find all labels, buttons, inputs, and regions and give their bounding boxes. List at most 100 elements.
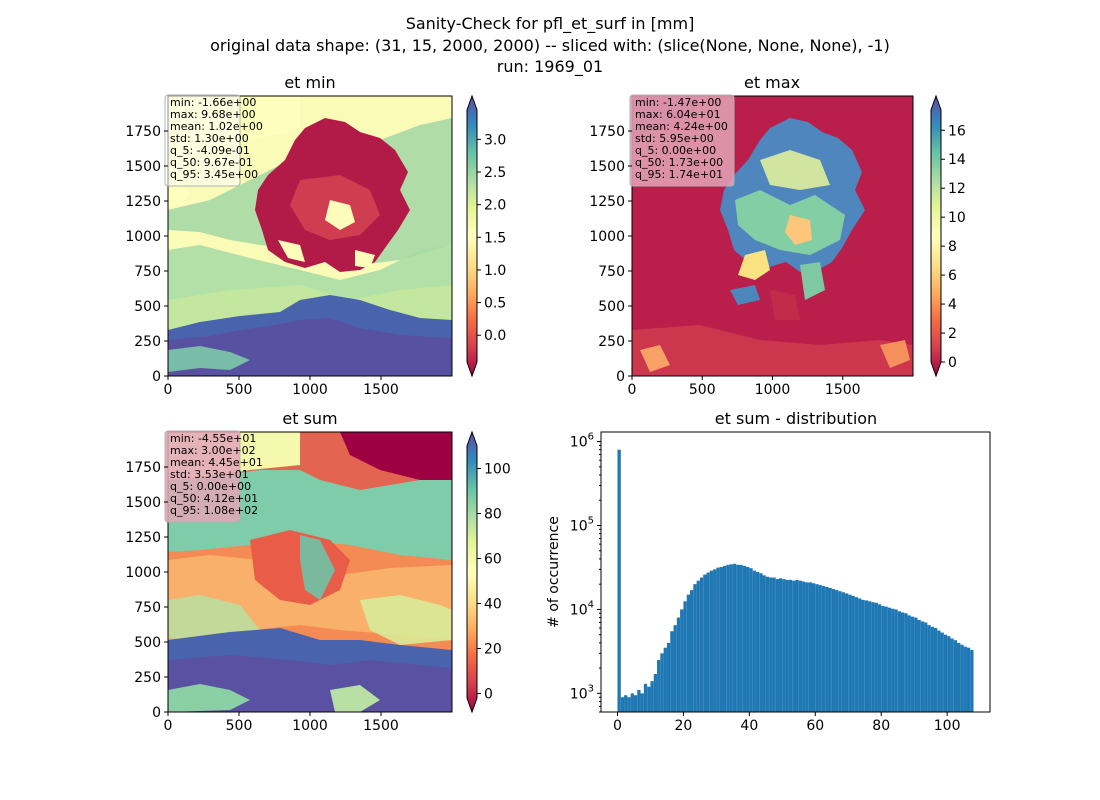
histogram-bar	[657, 659, 661, 712]
histogram-bar	[782, 579, 786, 712]
y-axis-label: # of occurrence	[546, 516, 562, 628]
histogram-bar	[627, 697, 631, 712]
panel-et-min: et min min: -1.66e+00 max: 9.68e+00	[125, 73, 506, 398]
colorbar-tick-label: 16	[948, 123, 966, 139]
y-tick-label: 1250	[589, 194, 625, 210]
y-ticks: 0 250 500 750 1000 1250 1500 1750	[125, 124, 168, 385]
histogram-bar	[670, 631, 674, 712]
histogram-bar	[920, 621, 925, 712]
x-tick-label: 40	[740, 718, 758, 734]
histogram-bar	[854, 597, 859, 712]
histogram-bar	[970, 649, 974, 712]
colorbar: 0.0 0.5 1.0 1.5 2.0 2.5 3.0	[466, 94, 506, 378]
histogram-bar	[624, 695, 628, 712]
panel-title: et sum - distribution	[715, 409, 877, 428]
histogram-bar	[769, 577, 773, 712]
stat-max: max: 6.04e+01	[635, 108, 721, 121]
stats-box: min: -1.66e+00 max: 9.68e+00 mean: 1.02e…	[164, 94, 263, 187]
colorbar: 0 2 4 6 8 10 12 14 16	[930, 94, 966, 378]
histogram-bar	[633, 695, 638, 712]
stat-mean: mean: 4.24e+00	[635, 120, 728, 133]
colorbar-body	[466, 94, 478, 378]
histogram-bar	[739, 564, 743, 712]
colorbar-tick-label: 1.0	[484, 263, 506, 279]
stats-box-background	[629, 94, 735, 187]
histogram-bar	[871, 602, 875, 712]
histogram-bar	[917, 619, 921, 712]
histogram-bar	[924, 622, 928, 712]
y-tick-label: 1750	[589, 124, 625, 140]
stat-min: min: -1.47e+00	[635, 96, 721, 109]
colorbar-tick-label: 0.5	[484, 296, 506, 312]
histogram-bar	[690, 590, 694, 712]
histogram-bar	[887, 607, 892, 712]
histogram-bar	[650, 681, 654, 712]
y-tick-label: 1500	[125, 159, 161, 175]
x-tick-label: 500	[226, 382, 253, 398]
histogram-bar	[772, 577, 776, 712]
histogram-bar	[858, 598, 862, 712]
histogram-bar	[940, 632, 944, 712]
colorbar-tick-label: 2.0	[484, 198, 506, 214]
x-tick-label: 1000	[292, 382, 328, 398]
x-tick-label: 0	[613, 718, 622, 734]
histogram-bar	[953, 640, 958, 712]
histogram-bar	[802, 581, 806, 712]
colorbar-tick-label: 14	[948, 152, 966, 168]
histogram-bar	[930, 626, 934, 712]
y-tick-label: 750	[134, 600, 161, 616]
histogram-bar	[844, 593, 849, 712]
y-tick-label: 500	[598, 299, 625, 315]
stat-q95: q_95: 1.08e+02	[170, 504, 258, 517]
histogram-bar	[831, 589, 836, 712]
histogram-bar	[881, 605, 885, 712]
histogram-bar	[792, 580, 796, 712]
colorbar-tick-label: 0	[948, 355, 957, 371]
histogram-bar	[752, 570, 756, 712]
y-tick-label: 250	[598, 334, 625, 350]
histogram-bar	[736, 564, 740, 712]
y-tick-label: 104	[570, 599, 594, 618]
x-tick-label: 100	[934, 718, 961, 734]
y-tick-label: 1500	[125, 495, 161, 511]
colorbar-tick-label: 20	[484, 642, 502, 658]
histogram-bar	[719, 567, 723, 712]
colorbar-tick-label: 4	[948, 297, 957, 313]
histogram-bar	[762, 575, 766, 712]
y-tick-label: 750	[598, 264, 625, 280]
histogram-bar	[617, 449, 621, 712]
x-tick-label: 0	[164, 382, 173, 398]
heatmap-image	[168, 96, 452, 376]
histogram-bar	[755, 571, 760, 712]
x-tick-label: 500	[226, 718, 253, 734]
histogram-bar	[732, 563, 737, 712]
stats-box-background	[164, 430, 241, 523]
histogram-bar	[703, 574, 707, 712]
y-tick-label: 103	[570, 683, 594, 702]
histogram-bar	[960, 644, 964, 712]
stats-box: min: -1.47e+00 max: 6.04e+01 mean: 4.24e…	[629, 94, 735, 187]
y-tick-label: 0	[152, 369, 161, 385]
panel-et-sum: et sum min: -4.55e+01 max: 3.00e+02 mean…	[125, 409, 510, 734]
colorbar-tick-label: 0	[484, 687, 493, 703]
histogram-bar	[950, 638, 954, 712]
figure-title-line-1: Sanity-Check for pfl_et_surf in [mm]	[406, 14, 695, 34]
histogram-bar	[775, 579, 780, 712]
colorbar-tick-label: 6	[948, 268, 957, 284]
x-tick-label: 1000	[755, 382, 791, 398]
stat-min: min: -1.66e+00	[170, 96, 256, 109]
histogram-bar	[729, 564, 733, 712]
histogram-bar	[680, 609, 684, 712]
colorbar-tick-label: 40	[484, 597, 502, 613]
panel-title: et max	[744, 73, 800, 92]
x-tick-label: 500	[689, 382, 716, 398]
histogram-bar	[746, 567, 750, 712]
histogram-bar	[900, 612, 905, 712]
panel-title: et min	[284, 73, 335, 92]
histogram-bar	[660, 653, 664, 712]
histogram-bar	[841, 592, 845, 712]
histogram-bar	[897, 611, 901, 712]
histogram-bar	[914, 617, 918, 712]
histogram-bar	[937, 630, 941, 712]
y-tick-label: 250	[134, 670, 161, 686]
